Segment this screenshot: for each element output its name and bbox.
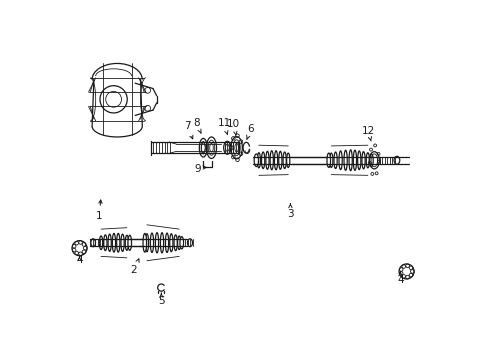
Text: 7: 7 [183,121,192,139]
Text: 3: 3 [286,203,293,219]
Ellipse shape [369,154,372,167]
Text: 5: 5 [158,293,164,306]
Text: 2: 2 [130,259,139,275]
Ellipse shape [326,153,330,167]
Text: 1: 1 [96,200,102,221]
Ellipse shape [91,239,95,247]
Ellipse shape [187,239,192,247]
Text: 12: 12 [361,126,374,141]
Ellipse shape [254,154,258,167]
Text: 4: 4 [76,255,82,265]
Text: 8: 8 [192,118,201,133]
Ellipse shape [393,156,399,164]
Text: 6: 6 [246,124,254,139]
Ellipse shape [142,233,146,252]
Text: 9: 9 [194,164,201,174]
Ellipse shape [128,235,131,250]
Text: 4: 4 [396,272,403,285]
Text: 10: 10 [227,119,240,135]
Ellipse shape [180,237,183,249]
Text: 11: 11 [217,118,230,134]
